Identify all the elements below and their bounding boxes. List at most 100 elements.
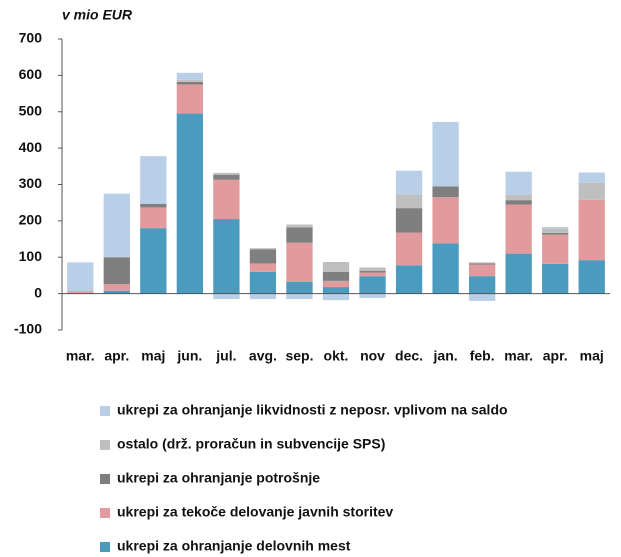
y-tick-label: -100 [14,321,42,337]
bar-segment [213,219,240,294]
bar-segment [542,234,569,264]
bar-segment [286,242,313,282]
x-tick-label: feb. [470,348,495,364]
bar-segment [359,270,386,273]
bar-segment [286,293,313,300]
bar-segment [176,81,204,85]
bar-segment [359,272,386,277]
bar-segment [468,276,496,294]
bar-segment [468,263,496,265]
bar-segment [249,248,277,250]
bar-segment [578,182,605,200]
bar-segment [359,276,386,294]
x-tick-label: mar. [66,348,95,364]
bar-segment [322,280,350,288]
bar-segment [542,232,569,235]
bar-segment [505,200,532,205]
bar-segment [359,267,386,271]
bar-segment [103,193,130,258]
bar-segment [67,291,94,293]
legend-swatch [100,542,110,552]
bar-segment [395,170,423,195]
bar-segment [359,293,386,298]
legend-label: ukrepi za ohranjanje potrošnje [117,470,320,486]
bar-segment [322,293,350,301]
x-tick-label: maj [141,348,165,364]
y-tick-label: 400 [19,139,43,155]
x-tick-label: jun. [176,348,202,364]
bar-segment [395,232,423,266]
bar-segment [103,257,130,285]
bar-segment [213,179,240,220]
y-tick-label: 0 [34,284,42,300]
bar-segment [322,261,350,272]
x-tick-label: mar. [504,348,533,364]
y-tick-label: 500 [19,102,43,118]
legend-swatch [100,474,110,484]
bar-segment [578,199,605,261]
x-tick-label: avg. [249,348,277,364]
legend-label: ukrepi za tekoče delovanje javnih storit… [117,504,393,520]
x-tick-label: apr. [104,348,129,364]
legend-label: ukrepi za ohranjanje likvidnosti z nepos… [117,402,508,418]
bar-segment [67,262,94,292]
bar-segment [542,228,569,233]
bar-segment [103,284,130,291]
y-tick-label: 600 [19,66,43,82]
x-tick-label: sep. [285,348,313,364]
bar-segment [505,171,532,195]
legend-label: ostalo (drž. proračun in subvencije SPS) [117,436,385,452]
legend-swatch [100,508,110,518]
bar-segment [322,271,350,281]
bar-segment [468,262,496,264]
legend-label: ukrepi za ohranjanje delovnih mest [117,538,351,554]
bar-segment [249,249,277,264]
subtitle: v mio EUR [62,7,133,23]
y-tick-label: 100 [19,248,43,264]
bar-segment [432,121,459,187]
x-tick-label: nov [360,348,385,364]
bar-segment [103,290,130,294]
bar-segment [468,264,496,277]
legend-swatch [100,406,110,416]
bar-segment [578,172,605,183]
bar-segment [286,224,313,228]
bar-segment [213,293,240,300]
bar-segment [578,260,605,294]
bar-segment [176,79,204,82]
bar-segment [140,203,167,208]
bar-segment [432,186,459,198]
bar-segment [249,271,277,294]
legend-swatch [100,440,110,450]
bar-segment [432,243,459,294]
bar-segment [140,207,167,229]
bar-segment [505,253,532,294]
bar-segment [176,113,204,294]
x-tick-label: jan. [433,348,458,364]
bar-segment [432,197,459,244]
bar-segment [542,227,569,229]
bar-segment [322,287,350,294]
y-tick-label: 300 [19,175,43,191]
bar-segment [505,204,532,254]
x-tick-label: dec. [395,348,423,364]
bar-segment [468,293,496,301]
bar-segment [213,174,240,180]
x-tick-label: jul. [215,348,236,364]
y-tick-label: 200 [19,212,43,228]
x-tick-label: maj [580,348,604,364]
x-tick-label: apr. [543,348,568,364]
bar-segment [213,172,240,175]
x-tick-label: okt. [324,348,349,364]
bar-segment [395,208,423,233]
bar-segment [176,84,204,114]
bar-segment [140,156,167,204]
bar-segment [176,72,204,80]
bar-segment [249,263,277,272]
bar-segment [505,194,532,201]
bar-segment [286,281,313,294]
bar-segment [395,194,423,209]
y-tick-label: 700 [19,30,43,46]
bar-segment [286,227,313,243]
